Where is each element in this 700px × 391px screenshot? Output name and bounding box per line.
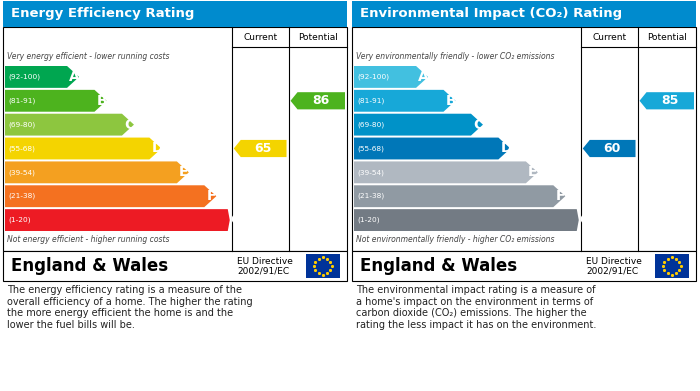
Text: Potential: Potential	[298, 32, 337, 41]
Text: EU Directive: EU Directive	[237, 257, 293, 266]
Polygon shape	[583, 140, 636, 157]
Bar	[352, 27, 696, 251]
Bar	[352, 251, 696, 281]
Text: (1-20): (1-20)	[357, 217, 379, 223]
Text: Not energy efficient - higher running costs: Not energy efficient - higher running co…	[7, 235, 169, 244]
Polygon shape	[354, 161, 538, 183]
Text: (92-100): (92-100)	[8, 74, 40, 80]
Text: (39-54): (39-54)	[357, 169, 384, 176]
Text: England & Wales: England & Wales	[11, 257, 168, 275]
Text: D: D	[500, 142, 512, 156]
Text: Very environmentally friendly - lower CO₂ emissions: Very environmentally friendly - lower CO…	[356, 52, 554, 61]
Text: 85: 85	[661, 94, 678, 107]
Text: 86: 86	[312, 94, 330, 107]
Text: Not environmentally friendly - higher CO₂ emissions: Not environmentally friendly - higher CO…	[356, 235, 554, 244]
Text: 65: 65	[255, 142, 272, 155]
Polygon shape	[5, 161, 189, 183]
Text: (55-68): (55-68)	[8, 145, 35, 152]
Polygon shape	[5, 90, 106, 112]
Text: F: F	[206, 189, 216, 203]
Text: Current: Current	[592, 32, 626, 41]
Polygon shape	[5, 209, 230, 231]
Polygon shape	[5, 185, 216, 207]
Polygon shape	[5, 66, 79, 88]
Text: A: A	[69, 70, 80, 84]
Bar	[3, 251, 347, 281]
Text: (92-100): (92-100)	[357, 74, 389, 80]
Text: The energy efficiency rating is a measure of the
overall efficiency of a home. T: The energy efficiency rating is a measur…	[7, 285, 253, 330]
Text: Environmental Impact (CO₂) Rating: Environmental Impact (CO₂) Rating	[360, 7, 622, 20]
Text: England & Wales: England & Wales	[360, 257, 517, 275]
Bar	[352, 1, 696, 27]
Polygon shape	[290, 92, 345, 109]
Text: E: E	[528, 165, 538, 179]
Polygon shape	[5, 114, 134, 136]
Polygon shape	[5, 138, 162, 160]
Text: The environmental impact rating is a measure of
a home's impact on the environme: The environmental impact rating is a mea…	[356, 285, 596, 330]
Polygon shape	[234, 140, 286, 157]
Bar	[654, 254, 689, 278]
Text: C: C	[473, 118, 483, 132]
Text: (69-80): (69-80)	[357, 121, 384, 128]
Text: G: G	[579, 213, 590, 227]
Bar	[306, 254, 340, 278]
Polygon shape	[354, 209, 579, 231]
Text: 2002/91/EC: 2002/91/EC	[237, 267, 289, 276]
Text: A: A	[418, 70, 429, 84]
Polygon shape	[354, 66, 428, 88]
Text: F: F	[555, 189, 565, 203]
Bar	[3, 1, 347, 27]
Text: (81-91): (81-91)	[357, 97, 384, 104]
Polygon shape	[640, 92, 694, 109]
Polygon shape	[354, 114, 483, 136]
Text: (55-68): (55-68)	[357, 145, 384, 152]
Text: Potential: Potential	[647, 32, 687, 41]
Text: B: B	[97, 94, 107, 108]
Bar	[3, 27, 347, 251]
Text: D: D	[151, 142, 163, 156]
Text: Current: Current	[243, 32, 277, 41]
Text: E: E	[179, 165, 188, 179]
Text: Very energy efficient - lower running costs: Very energy efficient - lower running co…	[7, 52, 169, 61]
Text: Energy Efficiency Rating: Energy Efficiency Rating	[11, 7, 195, 20]
Text: 2002/91/EC: 2002/91/EC	[586, 267, 638, 276]
Text: (21-38): (21-38)	[8, 193, 35, 199]
Text: (1-20): (1-20)	[8, 217, 31, 223]
Text: C: C	[124, 118, 134, 132]
Polygon shape	[354, 185, 566, 207]
Text: G: G	[230, 213, 241, 227]
Text: (69-80): (69-80)	[8, 121, 35, 128]
Polygon shape	[354, 138, 510, 160]
Text: (21-38): (21-38)	[357, 193, 384, 199]
Text: B: B	[445, 94, 456, 108]
Text: (81-91): (81-91)	[8, 97, 36, 104]
Polygon shape	[354, 90, 456, 112]
Text: (39-54): (39-54)	[8, 169, 35, 176]
Text: EU Directive: EU Directive	[586, 257, 642, 266]
Text: 60: 60	[603, 142, 621, 155]
